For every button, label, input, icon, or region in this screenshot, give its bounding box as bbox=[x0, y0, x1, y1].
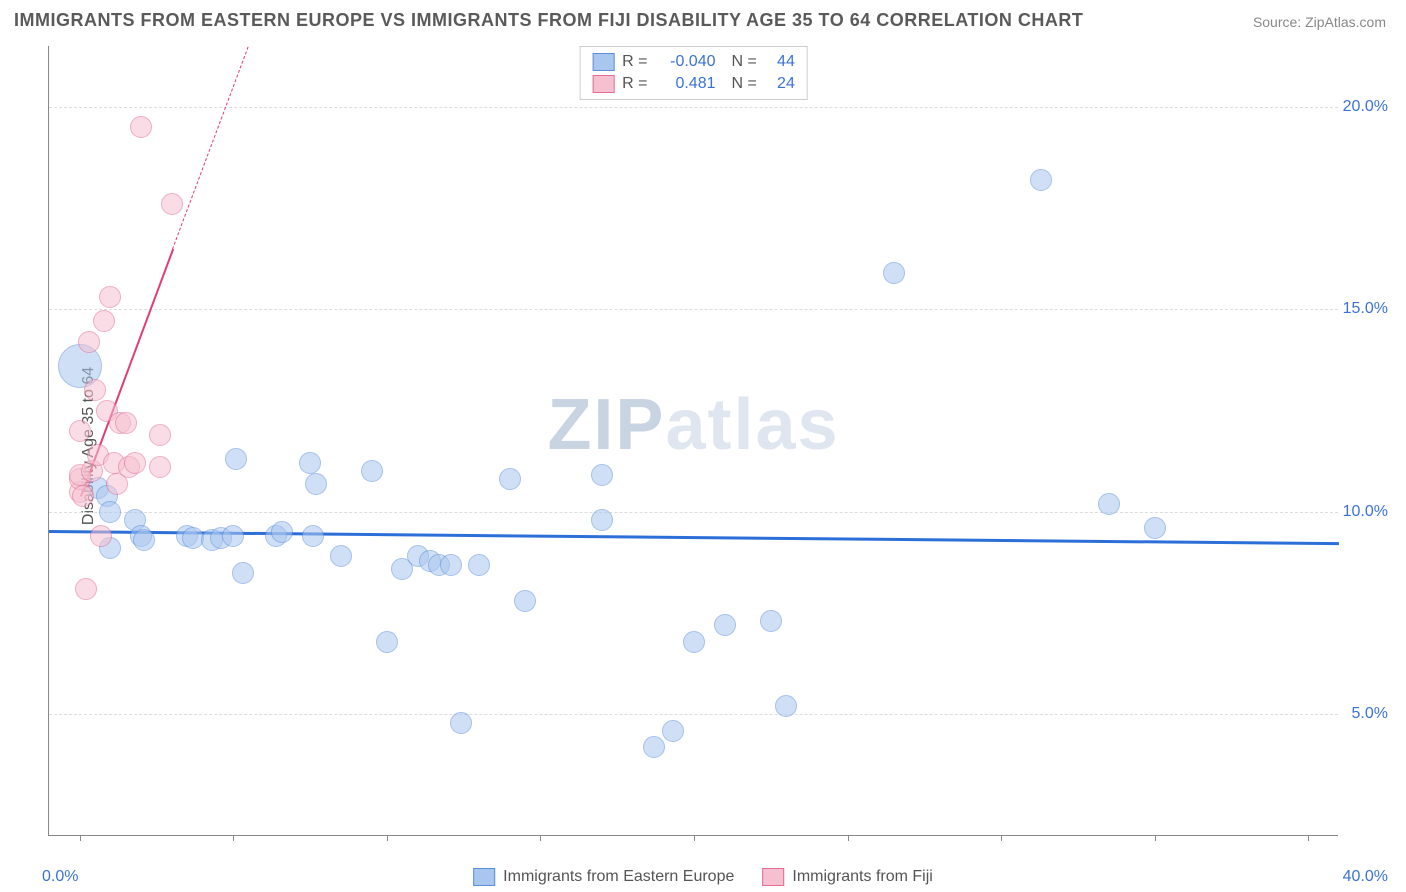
data-point bbox=[124, 452, 146, 474]
legend-item-label: Immigrants from Fiji bbox=[792, 868, 932, 886]
data-point bbox=[683, 631, 705, 653]
legend-swatch-icon bbox=[592, 75, 614, 93]
data-point bbox=[499, 468, 521, 490]
gridline bbox=[49, 714, 1338, 715]
legend-swatch-icon bbox=[473, 868, 495, 886]
watermark-suffix: atlas bbox=[665, 385, 839, 465]
data-point bbox=[468, 554, 490, 576]
data-point bbox=[1098, 493, 1120, 515]
data-point bbox=[222, 525, 244, 547]
data-point bbox=[514, 590, 536, 612]
watermark: ZIPatlas bbox=[547, 384, 839, 466]
data-point bbox=[361, 460, 383, 482]
data-point bbox=[99, 501, 121, 523]
data-point bbox=[883, 262, 905, 284]
data-point bbox=[775, 695, 797, 717]
data-point bbox=[591, 509, 613, 531]
data-point bbox=[232, 562, 254, 584]
data-point bbox=[714, 614, 736, 636]
data-point bbox=[149, 456, 171, 478]
trendline bbox=[172, 46, 249, 249]
correlation-legend: R = -0.040 N = 44 R = 0.481 N = 24 bbox=[579, 46, 808, 100]
x-axis-min-label: 0.0% bbox=[42, 868, 78, 886]
data-point bbox=[133, 529, 155, 551]
data-point bbox=[450, 712, 472, 734]
data-point bbox=[305, 473, 327, 495]
data-point bbox=[99, 286, 121, 308]
data-point bbox=[662, 720, 684, 742]
x-tick bbox=[848, 835, 849, 841]
gridline bbox=[49, 309, 1338, 310]
data-point bbox=[93, 310, 115, 332]
x-tick bbox=[233, 835, 234, 841]
x-tick bbox=[1308, 835, 1309, 841]
source-label: Source: ZipAtlas.com bbox=[1253, 14, 1386, 30]
data-point bbox=[330, 545, 352, 567]
legend-item: Immigrants from Eastern Europe bbox=[473, 868, 734, 886]
n-value: 44 bbox=[765, 51, 795, 73]
data-point bbox=[1144, 517, 1166, 539]
series-legend: Immigrants from Eastern Europe Immigrant… bbox=[473, 868, 933, 886]
r-value: 0.481 bbox=[656, 73, 716, 95]
legend-swatch-icon bbox=[592, 53, 614, 71]
data-point bbox=[376, 631, 398, 653]
data-point bbox=[115, 412, 137, 434]
data-point bbox=[1030, 169, 1052, 191]
r-value: -0.040 bbox=[656, 51, 716, 73]
data-point bbox=[225, 448, 247, 470]
data-point bbox=[643, 736, 665, 758]
x-tick bbox=[387, 835, 388, 841]
data-point bbox=[440, 554, 462, 576]
data-point bbox=[149, 424, 171, 446]
data-point bbox=[72, 485, 94, 507]
r-label: R = bbox=[622, 73, 647, 95]
data-point bbox=[271, 521, 293, 543]
data-point bbox=[591, 464, 613, 486]
n-value: 24 bbox=[765, 73, 795, 95]
y-tick-label: 20.0% bbox=[1343, 98, 1388, 116]
x-tick bbox=[1001, 835, 1002, 841]
r-label: R = bbox=[622, 51, 647, 73]
data-point bbox=[760, 610, 782, 632]
data-point bbox=[69, 420, 91, 442]
legend-row: R = 0.481 N = 24 bbox=[592, 73, 795, 95]
y-tick-label: 5.0% bbox=[1352, 705, 1388, 723]
data-point bbox=[84, 379, 106, 401]
data-point bbox=[299, 452, 321, 474]
gridline bbox=[49, 512, 1338, 513]
data-point bbox=[302, 525, 324, 547]
y-tick-label: 15.0% bbox=[1343, 300, 1388, 318]
n-label: N = bbox=[732, 73, 757, 95]
legend-row: R = -0.040 N = 44 bbox=[592, 51, 795, 73]
data-point bbox=[75, 578, 97, 600]
chart-area: ZIPatlas R = -0.040 N = 44 R = 0.481 N =… bbox=[48, 46, 1338, 836]
x-axis-max-label: 40.0% bbox=[1343, 868, 1388, 886]
page-title: IMMIGRANTS FROM EASTERN EUROPE VS IMMIGR… bbox=[14, 10, 1083, 31]
legend-swatch-icon bbox=[762, 868, 784, 886]
y-tick-label: 10.0% bbox=[1343, 503, 1388, 521]
legend-item-label: Immigrants from Eastern Europe bbox=[503, 868, 734, 886]
gridline bbox=[49, 107, 1338, 108]
data-point bbox=[78, 331, 100, 353]
x-tick bbox=[1155, 835, 1156, 841]
n-label: N = bbox=[732, 51, 757, 73]
x-tick bbox=[540, 835, 541, 841]
data-point bbox=[161, 193, 183, 215]
x-tick bbox=[694, 835, 695, 841]
x-tick bbox=[80, 835, 81, 841]
data-point bbox=[90, 525, 112, 547]
watermark-prefix: ZIP bbox=[547, 385, 665, 465]
data-point bbox=[130, 116, 152, 138]
legend-item: Immigrants from Fiji bbox=[762, 868, 932, 886]
